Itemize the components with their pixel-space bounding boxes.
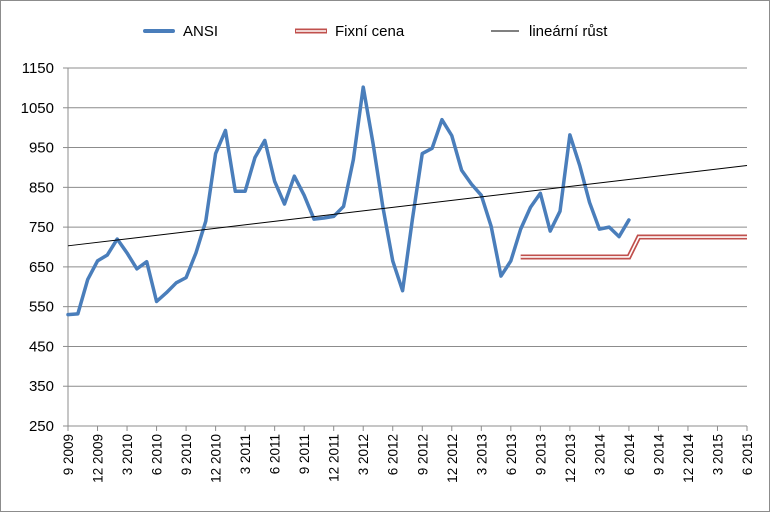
x-tick-label: 6 2013 <box>504 434 519 475</box>
y-axis: 250 350 450 550 650 750 850 950 1050 1150 <box>21 60 68 435</box>
x-tick-label: 3 2010 <box>120 434 135 475</box>
x-tick-label: 3 2015 <box>710 434 725 475</box>
gridlines <box>68 68 747 386</box>
y-tick-label-750: 750 <box>29 219 54 236</box>
y-tick-label-950: 950 <box>29 140 54 157</box>
legend-item-ansi: ANSI <box>145 23 218 40</box>
y-tick-label-650: 650 <box>29 259 54 276</box>
x-tick-label: 9 2014 <box>651 434 666 476</box>
x-tick-label: 3 2014 <box>592 434 607 476</box>
x-tick-label: 3 2011 <box>238 434 253 474</box>
legend-item-linearni-rust: lineární růst <box>491 23 608 40</box>
y-tick-label-1150: 1150 <box>22 60 54 77</box>
y-tick-label-350: 350 <box>29 378 54 395</box>
x-tick-label: 12 2011 <box>327 434 342 482</box>
series-line-linearni-rust <box>68 165 747 245</box>
x-tick-label: 6 2012 <box>386 434 401 475</box>
x-tick-label: 12 2013 <box>563 434 578 483</box>
legend-label-fixni-cena: Fixní cena <box>335 23 405 40</box>
x-tick-label: 9 2013 <box>533 434 548 475</box>
y-tick-label-250: 250 <box>29 418 54 435</box>
series-lines <box>68 87 747 315</box>
series-line-ansi <box>68 87 629 315</box>
x-tick-label: 6 2010 <box>150 434 165 475</box>
x-axis: 9 2009 12 2009 3 2010 6 2010 9 2010 12 2010 3 … <box>61 426 755 483</box>
series-line-fixni-cena-inner <box>521 237 747 257</box>
x-tick-label: 6 2014 <box>622 434 637 476</box>
x-tick-label: 12 2009 <box>91 434 106 483</box>
x-tick-label: 9 2010 <box>179 434 194 475</box>
x-tick-label: 12 2010 <box>209 434 224 483</box>
x-tick-label: 3 2012 <box>356 434 371 475</box>
x-tick-label: 9 2011 <box>297 434 312 474</box>
x-tick-label: 3 2013 <box>474 434 489 475</box>
x-tick-label: 9 2009 <box>61 434 76 475</box>
x-tick-label: 6 2011 <box>268 434 283 474</box>
x-tick-label: 9 2012 <box>415 434 430 475</box>
y-tick-label-850: 850 <box>29 179 54 196</box>
x-tick-label: 6 2015 <box>740 434 755 475</box>
x-tick-label: 12 2014 <box>681 434 696 483</box>
legend: ANSI Fixní cena lineární růst <box>145 23 608 40</box>
x-tick-label: 12 2012 <box>445 434 460 483</box>
y-tick-label-450: 450 <box>29 338 54 355</box>
legend-label-ansi: ANSI <box>183 23 218 40</box>
legend-label-linearni-rust: lineární růst <box>529 23 608 40</box>
y-tick-label-550: 550 <box>29 299 54 316</box>
y-tick-label-1050: 1050 <box>21 100 54 117</box>
legend-item-fixni-cena: Fixní cena <box>295 23 405 40</box>
